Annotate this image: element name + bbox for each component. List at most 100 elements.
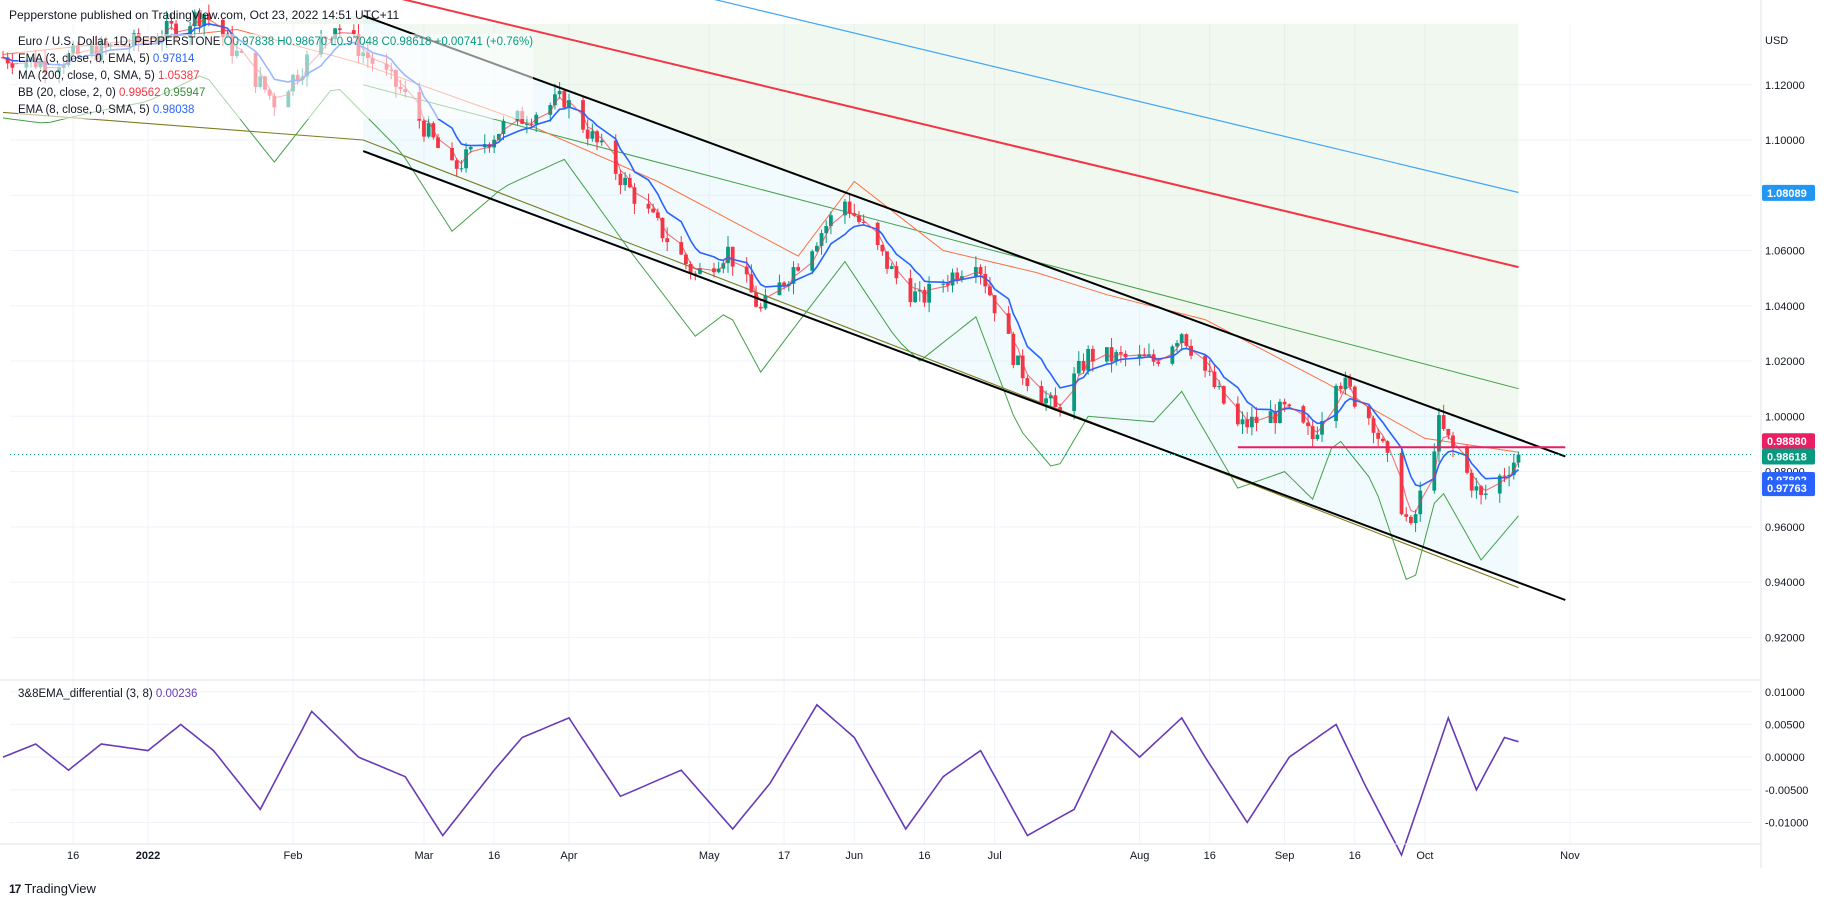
candle-body xyxy=(843,201,847,216)
oscillator-legend[interactable]: 3&8EMA_differential (3, 8) 0.00236 xyxy=(18,688,197,700)
candle-body xyxy=(955,272,960,280)
oscillator-value: 0.00236 xyxy=(155,688,198,700)
time-tick-label: Sep xyxy=(1275,850,1295,862)
candle-body xyxy=(553,94,557,106)
candle-body xyxy=(454,160,459,169)
candle-body xyxy=(169,21,174,24)
time-tick-label: May xyxy=(699,850,720,862)
candle-body xyxy=(599,140,604,143)
price-label-text: 0.98880 xyxy=(1767,436,1807,448)
candle-body xyxy=(436,137,440,148)
candle-body xyxy=(422,120,426,137)
legend-row-ema8[interactable]: EMA (8, close, 0, SMA, 5) 0.98038 xyxy=(18,102,533,119)
candle-body xyxy=(796,267,801,271)
candle-body xyxy=(192,12,197,27)
candle-body xyxy=(684,254,688,264)
candle-body xyxy=(913,291,917,303)
candle-body xyxy=(1090,348,1095,362)
candle-body xyxy=(1119,352,1123,354)
ema3-value: 0.97814 xyxy=(152,53,195,65)
candle-body xyxy=(1287,404,1292,407)
candle-body xyxy=(754,292,758,307)
candle-body xyxy=(1371,418,1376,433)
ma200-value: 1.05387 xyxy=(157,70,200,82)
candle-body xyxy=(1020,355,1025,379)
tradingview-logo[interactable]: 17 TradingView xyxy=(9,881,96,896)
price-tick-label: 1.02000 xyxy=(1765,356,1805,368)
candle-body xyxy=(992,295,997,314)
time-tick-label: Mar xyxy=(414,850,433,862)
price-tick-label: 1.12000 xyxy=(1765,80,1805,92)
legend-row-bb[interactable]: BB (20, close, 2, 0) 0.99562 0.95947 xyxy=(18,85,533,102)
candle-body xyxy=(1179,334,1184,344)
time-tick-label: Jul xyxy=(988,850,1002,862)
bb-upper-value: 0.99562 xyxy=(119,87,161,99)
candle-body xyxy=(1409,516,1413,524)
candle-body xyxy=(595,131,599,143)
candle-body xyxy=(978,267,983,274)
candle-body xyxy=(174,23,178,38)
candle-body xyxy=(660,217,665,239)
publisher-text: Pepperstone published on TradingView.com… xyxy=(9,8,400,22)
time-tick-label: 16 xyxy=(918,850,930,862)
candle-body xyxy=(894,266,899,279)
bb-lower-line xyxy=(2,75,1519,580)
candle-body xyxy=(585,129,590,139)
candle-body xyxy=(1366,406,1371,419)
candle-body xyxy=(1497,475,1502,494)
candle-body xyxy=(548,105,553,115)
time-tick-label: Feb xyxy=(284,850,303,862)
candle-body xyxy=(679,242,684,255)
candle-body xyxy=(1399,452,1404,515)
candle-body xyxy=(1511,462,1516,475)
osc-tick-label: -0.00500 xyxy=(1765,785,1808,797)
candle-body xyxy=(1207,370,1212,372)
candle-body xyxy=(1249,416,1254,428)
time-tick-label: Apr xyxy=(560,850,577,862)
price-label-badge xyxy=(1762,433,1815,450)
legend-row-ma200[interactable]: MA (200, close, 0, SMA, 5) 1.05387 xyxy=(18,68,533,85)
candle-body xyxy=(1184,334,1189,346)
candle-body xyxy=(716,268,721,273)
candle-body xyxy=(1006,313,1011,334)
candle-body xyxy=(623,177,627,186)
candle-body xyxy=(847,201,852,214)
candle-body xyxy=(1315,434,1320,440)
candle-body xyxy=(1343,377,1348,390)
tradingview-logo-icon: 17 xyxy=(9,881,21,896)
candle-body xyxy=(1086,348,1091,371)
candle-body xyxy=(917,289,922,292)
candle-body xyxy=(646,203,651,209)
ohlc-values: O0.97838 H0.98670 L0.97048 C0.98618 +0.0… xyxy=(223,36,534,48)
ema8-label: EMA (8, close, 0, SMA, 5) xyxy=(18,104,150,116)
candle-body xyxy=(627,177,632,188)
upper-zone-fill xyxy=(241,15,1519,440)
candle-body xyxy=(749,274,754,293)
candle-body xyxy=(1212,371,1217,388)
osc-tick-label: 0.01000 xyxy=(1765,687,1805,699)
candle-body xyxy=(618,173,623,186)
candle-body xyxy=(426,123,431,137)
ma200-label: MA (200, close, 0, SMA, 5) xyxy=(18,70,155,82)
candle-body xyxy=(1380,438,1385,442)
candle-body xyxy=(927,283,932,303)
legend-row-symbol[interactable]: Euro / U.S. Dollar, 1D, PEPPERSTONE O0.9… xyxy=(18,34,533,51)
candle-body xyxy=(945,283,950,286)
candle-body xyxy=(1137,354,1142,358)
band-green-line xyxy=(363,84,1519,390)
candle-body xyxy=(777,282,782,296)
candle-body xyxy=(1404,514,1409,517)
candle-body xyxy=(1240,419,1245,425)
candle-body xyxy=(1469,472,1474,491)
time-tick-label: 16 xyxy=(67,850,79,862)
candle-body xyxy=(468,147,473,150)
candle-body xyxy=(567,100,571,108)
candle-body xyxy=(1203,355,1207,371)
legend-row-ema3[interactable]: EMA (3, close, 0, EMA, 5) 0.97814 xyxy=(18,51,533,68)
candle-body xyxy=(791,267,796,284)
candle-body xyxy=(1044,398,1048,404)
channel-lower-line xyxy=(362,150,1566,601)
candle-body xyxy=(1025,378,1030,387)
candle-body xyxy=(665,238,670,243)
